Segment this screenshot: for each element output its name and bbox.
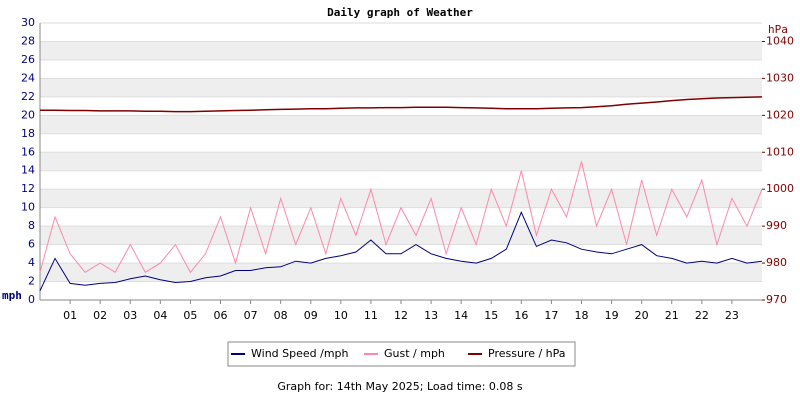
x-tick-label: 14 <box>454 309 468 322</box>
y-tick-label: 26 <box>21 53 35 66</box>
series-line <box>39 161 763 274</box>
x-tick-label: 15 <box>484 309 498 322</box>
grid-band <box>40 152 762 171</box>
x-tick-label: 20 <box>635 309 649 322</box>
x-tick-label: 13 <box>424 309 438 322</box>
y-tick-label: 10 <box>21 201 35 214</box>
x-tick-label: 22 <box>695 309 709 322</box>
y2-axis-label: hPa <box>768 23 788 36</box>
y-tick-label: 12 <box>21 182 35 195</box>
x-tick-label: 02 <box>93 309 107 322</box>
x-tick-label: 18 <box>575 309 589 322</box>
legend-box <box>227 341 576 367</box>
grid-band <box>40 189 762 208</box>
y-tick-label: 24 <box>21 71 35 84</box>
y-tick-label: 16 <box>21 145 35 158</box>
grid-band <box>40 78 762 97</box>
series-line <box>40 96 763 113</box>
x-tick-label: 03 <box>123 309 137 322</box>
legend-label: Pressure / hPa <box>488 347 566 360</box>
x-tick-label: 07 <box>244 309 258 322</box>
grid-band <box>40 226 762 245</box>
y2-tick-label: 1000 <box>766 182 794 195</box>
chart-title: Daily graph of Weather <box>327 6 473 19</box>
x-tick-label: 08 <box>274 309 288 322</box>
x-tick-label: 11 <box>364 309 378 322</box>
x-tick-label: 17 <box>544 309 558 322</box>
x-tick-label: 23 <box>725 309 739 322</box>
y-tick-label: 14 <box>21 164 35 177</box>
grid-band <box>40 263 762 282</box>
y-tick-label: 6 <box>28 238 35 251</box>
series-line <box>39 211 763 292</box>
x-tick-label: 12 <box>394 309 408 322</box>
y-tick-label: 2 <box>28 275 35 288</box>
y-axis-label: mph <box>2 289 22 302</box>
legend-label: Gust / mph <box>384 347 445 360</box>
x-tick-label: 01 <box>63 309 77 322</box>
x-tick-label: 21 <box>665 309 679 322</box>
y-tick-label: 0 <box>28 293 35 306</box>
y-tick-label: 20 <box>21 108 35 121</box>
y2-tick-label: 1040 <box>766 34 794 47</box>
y-tick-label: 4 <box>28 256 35 269</box>
x-tick-label: 06 <box>214 309 228 322</box>
x-tick-label: 05 <box>183 309 197 322</box>
y-tick-label: 28 <box>21 34 35 47</box>
grid-band <box>40 115 762 134</box>
footer: Graph for: 14th May 2025; Load time: 0.0… <box>277 380 523 393</box>
x-tick-label: 19 <box>605 309 619 322</box>
x-tick-label: 16 <box>514 309 528 322</box>
y2-tick-label: 980 <box>766 256 787 269</box>
grid-band <box>40 41 762 60</box>
y2-tick-label: 990 <box>766 219 787 232</box>
x-tick-label: 04 <box>153 309 167 322</box>
x-tick-label: 09 <box>304 309 318 322</box>
x-tick-label: 10 <box>334 309 348 322</box>
y2-tick-label: 1020 <box>766 108 794 121</box>
y2-tick-label: 1010 <box>766 145 794 158</box>
legend-label: Wind Speed /mph <box>251 347 349 360</box>
y2-tick-label: 970 <box>766 293 787 306</box>
y-tick-label: 30 <box>21 16 35 29</box>
y-tick-label: 8 <box>28 219 35 232</box>
y-tick-label: 18 <box>21 127 35 140</box>
y2-tick-label: 1030 <box>766 71 794 84</box>
y-tick-label: 22 <box>21 90 35 103</box>
